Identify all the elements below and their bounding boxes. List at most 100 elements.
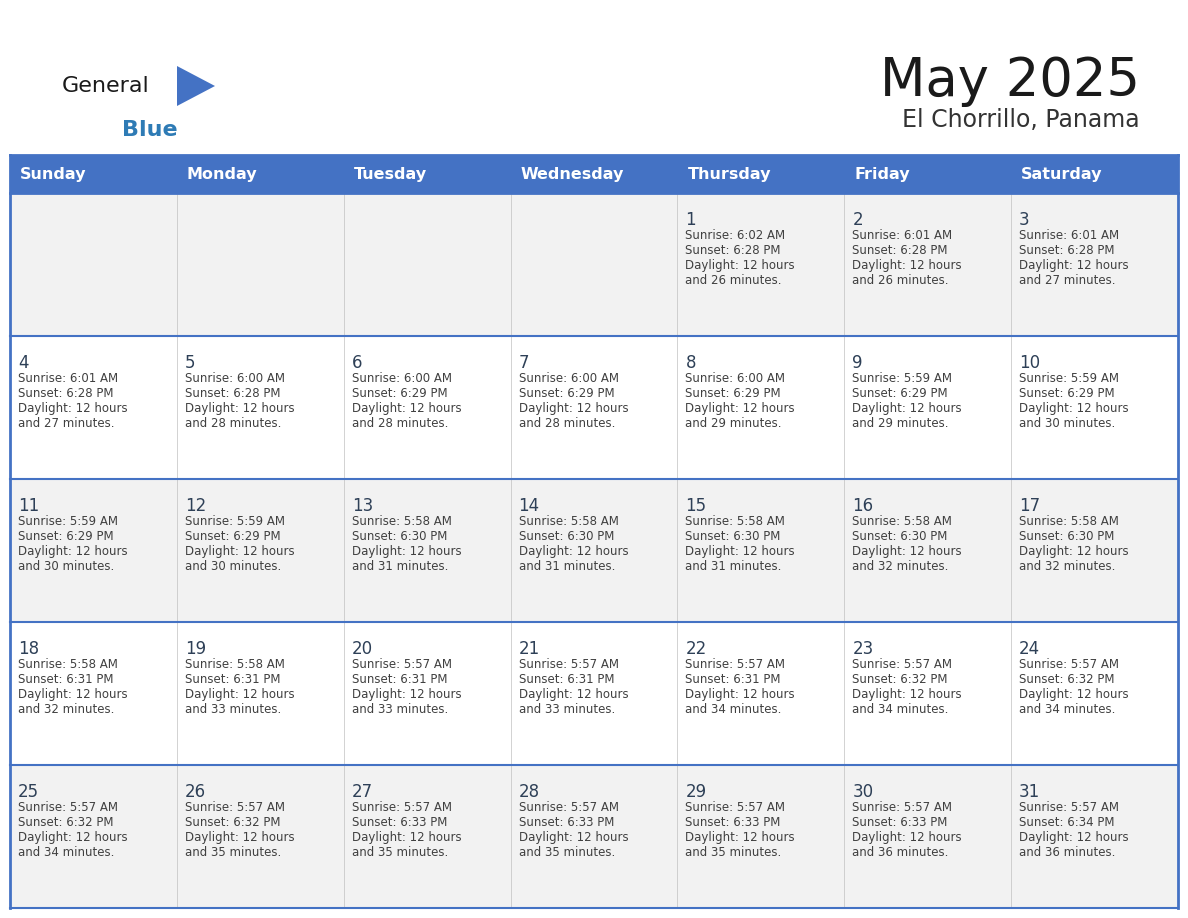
Text: Daylight: 12 hours: Daylight: 12 hours <box>352 545 461 558</box>
Text: Sunrise: 6:00 AM: Sunrise: 6:00 AM <box>185 372 285 385</box>
Text: 22: 22 <box>685 640 707 658</box>
Text: and 36 minutes.: and 36 minutes. <box>852 846 949 859</box>
Text: Daylight: 12 hours: Daylight: 12 hours <box>1019 259 1129 272</box>
Text: and 35 minutes.: and 35 minutes. <box>685 846 782 859</box>
Text: Daylight: 12 hours: Daylight: 12 hours <box>18 831 127 844</box>
Text: 7: 7 <box>519 354 529 372</box>
Text: 5: 5 <box>185 354 195 372</box>
Text: Sunset: 6:33 PM: Sunset: 6:33 PM <box>685 816 781 829</box>
Text: and 32 minutes.: and 32 minutes. <box>18 703 114 716</box>
Text: Sunrise: 6:00 AM: Sunrise: 6:00 AM <box>685 372 785 385</box>
Text: Sunrise: 6:01 AM: Sunrise: 6:01 AM <box>1019 229 1119 242</box>
Text: Daylight: 12 hours: Daylight: 12 hours <box>185 545 295 558</box>
Text: Sunrise: 5:57 AM: Sunrise: 5:57 AM <box>852 801 953 814</box>
Text: Daylight: 12 hours: Daylight: 12 hours <box>1019 545 1129 558</box>
Text: Sunrise: 5:57 AM: Sunrise: 5:57 AM <box>1019 658 1119 671</box>
Text: and 33 minutes.: and 33 minutes. <box>352 703 448 716</box>
Text: 20: 20 <box>352 640 373 658</box>
Text: Daylight: 12 hours: Daylight: 12 hours <box>18 545 127 558</box>
Text: and 31 minutes.: and 31 minutes. <box>519 560 615 573</box>
Bar <box>177 155 343 193</box>
Text: May 2025: May 2025 <box>880 55 1140 107</box>
Text: Sunrise: 5:57 AM: Sunrise: 5:57 AM <box>1019 801 1119 814</box>
Text: Sunset: 6:30 PM: Sunset: 6:30 PM <box>352 530 447 543</box>
Text: Sunset: 6:28 PM: Sunset: 6:28 PM <box>685 244 781 257</box>
Bar <box>10 479 1178 622</box>
Text: Sunrise: 6:02 AM: Sunrise: 6:02 AM <box>685 229 785 242</box>
Text: Monday: Monday <box>187 166 258 182</box>
Text: 30: 30 <box>852 783 873 801</box>
Text: Sunrise: 5:58 AM: Sunrise: 5:58 AM <box>1019 515 1119 528</box>
Text: Sunset: 6:32 PM: Sunset: 6:32 PM <box>18 816 114 829</box>
Text: Sunrise: 6:01 AM: Sunrise: 6:01 AM <box>18 372 118 385</box>
Bar <box>511 155 677 193</box>
Text: Sunrise: 5:57 AM: Sunrise: 5:57 AM <box>352 801 451 814</box>
Text: Sunset: 6:31 PM: Sunset: 6:31 PM <box>352 673 447 686</box>
Text: and 35 minutes.: and 35 minutes. <box>185 846 282 859</box>
Text: Sunset: 6:31 PM: Sunset: 6:31 PM <box>519 673 614 686</box>
Text: Sunrise: 6:01 AM: Sunrise: 6:01 AM <box>852 229 953 242</box>
Text: and 34 minutes.: and 34 minutes. <box>852 703 949 716</box>
Bar <box>343 155 511 193</box>
Polygon shape <box>177 66 215 106</box>
Text: Daylight: 12 hours: Daylight: 12 hours <box>18 402 127 415</box>
Text: Sunset: 6:33 PM: Sunset: 6:33 PM <box>352 816 447 829</box>
Bar <box>10 622 1178 765</box>
Text: and 35 minutes.: and 35 minutes. <box>519 846 615 859</box>
Text: Daylight: 12 hours: Daylight: 12 hours <box>852 831 962 844</box>
Text: 23: 23 <box>852 640 873 658</box>
Text: and 34 minutes.: and 34 minutes. <box>1019 703 1116 716</box>
Text: Sunset: 6:29 PM: Sunset: 6:29 PM <box>185 530 280 543</box>
Text: Sunrise: 5:57 AM: Sunrise: 5:57 AM <box>685 658 785 671</box>
Text: Sunset: 6:28 PM: Sunset: 6:28 PM <box>1019 244 1114 257</box>
Text: 3: 3 <box>1019 211 1030 229</box>
Text: Daylight: 12 hours: Daylight: 12 hours <box>685 259 795 272</box>
Bar <box>677 155 845 193</box>
Text: and 33 minutes.: and 33 minutes. <box>519 703 615 716</box>
Text: General: General <box>62 76 150 96</box>
Text: Sunset: 6:29 PM: Sunset: 6:29 PM <box>352 387 448 400</box>
Text: and 31 minutes.: and 31 minutes. <box>685 560 782 573</box>
Text: 9: 9 <box>852 354 862 372</box>
Text: and 26 minutes.: and 26 minutes. <box>852 274 949 287</box>
Text: Tuesday: Tuesday <box>354 166 426 182</box>
Text: Sunrise: 5:58 AM: Sunrise: 5:58 AM <box>685 515 785 528</box>
Text: Daylight: 12 hours: Daylight: 12 hours <box>852 259 962 272</box>
Text: 28: 28 <box>519 783 539 801</box>
Text: and 34 minutes.: and 34 minutes. <box>18 846 114 859</box>
Text: and 29 minutes.: and 29 minutes. <box>685 417 782 430</box>
Bar <box>10 336 1178 479</box>
Text: Daylight: 12 hours: Daylight: 12 hours <box>685 545 795 558</box>
Text: Sunset: 6:30 PM: Sunset: 6:30 PM <box>1019 530 1114 543</box>
Text: Friday: Friday <box>854 166 910 182</box>
Text: Daylight: 12 hours: Daylight: 12 hours <box>852 688 962 701</box>
Text: Daylight: 12 hours: Daylight: 12 hours <box>519 831 628 844</box>
Text: Sunset: 6:29 PM: Sunset: 6:29 PM <box>519 387 614 400</box>
Text: Daylight: 12 hours: Daylight: 12 hours <box>685 688 795 701</box>
Text: Sunset: 6:30 PM: Sunset: 6:30 PM <box>519 530 614 543</box>
Bar <box>10 765 1178 908</box>
Text: Sunset: 6:33 PM: Sunset: 6:33 PM <box>519 816 614 829</box>
Text: 21: 21 <box>519 640 539 658</box>
Text: 17: 17 <box>1019 497 1041 515</box>
Text: Daylight: 12 hours: Daylight: 12 hours <box>18 688 127 701</box>
Text: Daylight: 12 hours: Daylight: 12 hours <box>852 402 962 415</box>
Text: Sunset: 6:32 PM: Sunset: 6:32 PM <box>1019 673 1114 686</box>
Text: and 34 minutes.: and 34 minutes. <box>685 703 782 716</box>
Text: and 35 minutes.: and 35 minutes. <box>352 846 448 859</box>
Text: and 28 minutes.: and 28 minutes. <box>185 417 282 430</box>
Text: and 33 minutes.: and 33 minutes. <box>185 703 282 716</box>
Text: Sunrise: 5:57 AM: Sunrise: 5:57 AM <box>519 658 619 671</box>
Text: 18: 18 <box>18 640 39 658</box>
Text: 26: 26 <box>185 783 206 801</box>
Text: Daylight: 12 hours: Daylight: 12 hours <box>685 831 795 844</box>
Text: Sunrise: 5:58 AM: Sunrise: 5:58 AM <box>519 515 619 528</box>
Text: Sunset: 6:28 PM: Sunset: 6:28 PM <box>185 387 280 400</box>
Text: Daylight: 12 hours: Daylight: 12 hours <box>519 688 628 701</box>
Text: Daylight: 12 hours: Daylight: 12 hours <box>185 688 295 701</box>
Text: Daylight: 12 hours: Daylight: 12 hours <box>1019 688 1129 701</box>
Text: Sunset: 6:30 PM: Sunset: 6:30 PM <box>685 530 781 543</box>
Text: and 30 minutes.: and 30 minutes. <box>1019 417 1116 430</box>
Bar <box>1011 155 1178 193</box>
Text: 11: 11 <box>18 497 39 515</box>
